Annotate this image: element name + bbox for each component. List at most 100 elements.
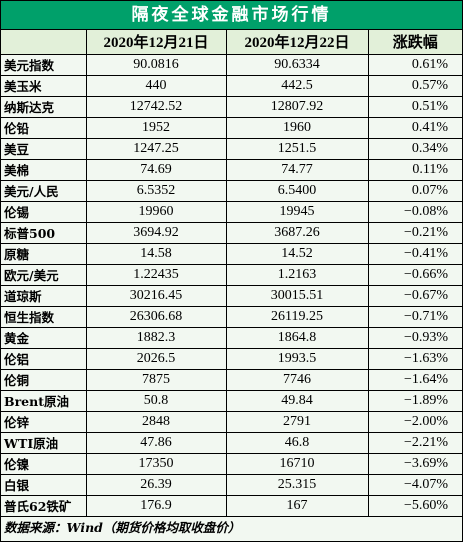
- instrument-name: 美棉: [1, 158, 87, 181]
- change-percent: −1.63%: [367, 347, 462, 370]
- value-date-1: 2848: [85, 410, 227, 433]
- instrument-name: Brent原油: [1, 389, 87, 412]
- change-percent: −5.60%: [367, 494, 462, 517]
- instrument-name: 白银: [1, 473, 87, 496]
- change-percent: −0.21%: [367, 221, 462, 244]
- table-row: 道琼斯 30216.45 30015.51 −0.67%: [1, 284, 462, 307]
- value-date-2: 6.5400: [225, 179, 369, 202]
- table-row: 美元/人民 6.5352 6.5400 0.07%: [1, 179, 462, 202]
- instrument-name: 美玉米: [1, 74, 87, 97]
- value-date-1: 26.39: [85, 473, 227, 496]
- table-row: 伦铜 7875 7746 −1.64%: [1, 368, 462, 391]
- change-percent: 0.11%: [367, 158, 462, 181]
- instrument-name: 美元/人民: [1, 179, 87, 202]
- value-date-1: 50.8: [85, 389, 227, 412]
- change-percent: −0.71%: [367, 305, 462, 328]
- value-date-1: 1.22435: [85, 263, 227, 286]
- value-date-2: 1960: [225, 116, 369, 139]
- change-percent: −0.41%: [367, 242, 462, 265]
- table-row: 美玉米 440 442.5 0.57%: [1, 74, 462, 97]
- change-percent: 0.07%: [367, 179, 462, 202]
- change-percent: −2.00%: [367, 410, 462, 433]
- value-date-1: 74.69: [85, 158, 227, 181]
- value-date-2: 442.5: [225, 74, 369, 97]
- instrument-name: 恒生指数: [1, 305, 87, 328]
- value-date-1: 17350: [85, 452, 227, 475]
- header-date-1: 2020年12月21日: [85, 30, 227, 55]
- change-percent: 0.61%: [367, 53, 462, 76]
- table-row: 伦锌 2848 2791 −2.00%: [1, 410, 462, 433]
- value-date-1: 176.9: [85, 494, 227, 517]
- instrument-name: WTI原油: [1, 431, 87, 454]
- value-date-2: 3687.26: [225, 221, 369, 244]
- value-date-1: 7875: [85, 368, 227, 391]
- instrument-name: 伦铜: [1, 368, 87, 391]
- table-row: 美棉 74.69 74.77 0.11%: [1, 158, 462, 181]
- market-table: 2020年12月21日 2020年12月22日 涨跌幅 美元指数 90.0816 9…: [1, 30, 462, 517]
- change-percent: −0.66%: [367, 263, 462, 286]
- value-date-2: 12807.92: [225, 95, 369, 118]
- change-percent: −0.93%: [367, 326, 462, 349]
- value-date-1: 1247.25: [85, 137, 227, 160]
- table-row: 普氏62铁矿 176.9 167 −5.60%: [1, 494, 462, 517]
- value-date-1: 1952: [85, 116, 227, 139]
- value-date-2: 1993.5: [225, 347, 369, 370]
- instrument-name: 伦锡: [1, 200, 87, 223]
- value-date-2: 30015.51: [225, 284, 369, 307]
- change-percent: −1.64%: [367, 368, 462, 391]
- value-date-2: 2791: [225, 410, 369, 433]
- instrument-name: 伦镍: [1, 452, 87, 475]
- value-date-1: 30216.45: [85, 284, 227, 307]
- table-row: WTI原油 47.86 46.8 −2.21%: [1, 431, 462, 454]
- change-percent: 0.34%: [367, 137, 462, 160]
- header-date-2: 2020年12月22日: [225, 30, 369, 55]
- table-row: 伦锡 19960 19945 −0.08%: [1, 200, 462, 223]
- source-note: 数据来源：Wind（期货价格均取收盘价）: [4, 519, 241, 535]
- value-date-2: 25.315: [225, 473, 369, 496]
- instrument-name: 伦锌: [1, 410, 87, 433]
- table-body: 美元指数 90.0816 90.6334 0.61% 美玉米 440 442.5 0.57% 纳…: [1, 53, 462, 517]
- instrument-name: 标普500: [1, 221, 87, 244]
- value-date-1: 90.0816: [85, 53, 227, 76]
- value-date-2: 46.8: [225, 431, 369, 454]
- value-date-2: 167: [225, 494, 369, 517]
- value-date-1: 12742.52: [85, 95, 227, 118]
- table-row: 恒生指数 26306.68 26119.25 −0.71%: [1, 305, 462, 328]
- instrument-name: 纳斯达克: [1, 95, 87, 118]
- instrument-name: 道琼斯: [1, 284, 87, 307]
- table-row: 原糖 14.58 14.52 −0.41%: [1, 242, 462, 265]
- change-percent: −1.89%: [367, 389, 462, 412]
- value-date-1: 440: [85, 74, 227, 97]
- value-date-1: 6.5352: [85, 179, 227, 202]
- value-date-2: 16710: [225, 452, 369, 475]
- table-row: 纳斯达克 12742.52 12807.92 0.51%: [1, 95, 462, 118]
- value-date-2: 19945: [225, 200, 369, 223]
- header-change: 涨跌幅: [367, 30, 462, 55]
- instrument-name: 欧元/美元: [1, 263, 87, 286]
- instrument-name: 美元指数: [1, 53, 87, 76]
- table-row: 美元指数 90.0816 90.6334 0.61%: [1, 53, 462, 76]
- value-date-2: 90.6334: [225, 53, 369, 76]
- value-date-1: 3694.92: [85, 221, 227, 244]
- table-row: 伦镍 17350 16710 −3.69%: [1, 452, 462, 475]
- change-percent: −3.69%: [367, 452, 462, 475]
- instrument-name: 伦铝: [1, 347, 87, 370]
- instrument-name: 原糖: [1, 242, 87, 265]
- table-row: Brent原油 50.8 49.84 −1.89%: [1, 389, 462, 412]
- change-percent: −4.07%: [367, 473, 462, 496]
- value-date-1: 47.86: [85, 431, 227, 454]
- value-date-1: 1882.3: [85, 326, 227, 349]
- table-row: 美豆 1247.25 1251.5 0.34%: [1, 137, 462, 160]
- table-row: 欧元/美元 1.22435 1.2163 −0.66%: [1, 263, 462, 286]
- instrument-name: 伦铅: [1, 116, 87, 139]
- value-date-2: 74.77: [225, 158, 369, 181]
- instrument-name: 普氏62铁矿: [1, 494, 87, 517]
- change-percent: −0.67%: [367, 284, 462, 307]
- value-date-2: 49.84: [225, 389, 369, 412]
- value-date-2: 7746: [225, 368, 369, 391]
- table-row: 白银 26.39 25.315 −4.07%: [1, 473, 462, 496]
- table-row: 伦铅 1952 1960 0.41%: [1, 116, 462, 139]
- change-percent: 0.51%: [367, 95, 462, 118]
- table-row: 黄金 1882.3 1864.8 −0.93%: [1, 326, 462, 349]
